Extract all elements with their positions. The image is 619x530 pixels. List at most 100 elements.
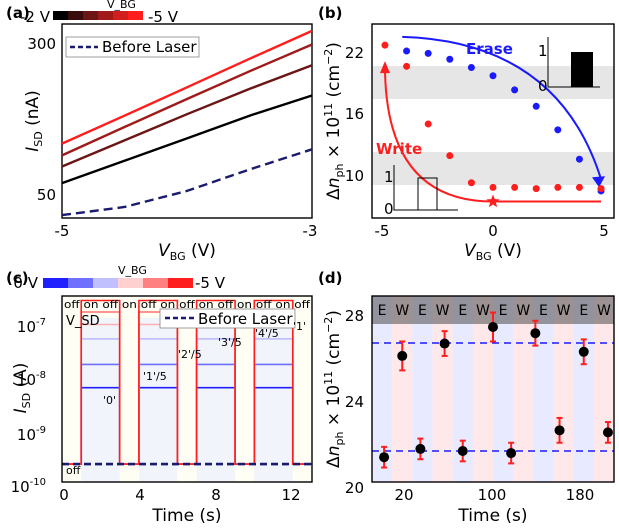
panel-b-point-write-0 xyxy=(381,41,389,49)
panel-d-header-label-8: E xyxy=(539,303,548,319)
panel-c-legend-text: Before Laser xyxy=(198,310,293,328)
panel-b-point-write-4 xyxy=(467,179,475,187)
panel-c-xlabel: Time (s) xyxy=(151,506,221,526)
panel-b-xtick-m5: -5 xyxy=(375,222,390,240)
panel-c-colorbar-swatch-2 xyxy=(93,278,118,288)
inset-write-pulse xyxy=(394,177,438,211)
panel-d-ytick-28: 28 xyxy=(345,307,364,325)
panel-a-legend-text: Before Laser xyxy=(102,38,197,56)
panel-d-ytick-24: 24 xyxy=(345,393,364,411)
panel-b-point-write-7 xyxy=(532,185,540,193)
panel-d-xlabel: Time (s) xyxy=(457,506,527,526)
panel-a-xtick-min: -5 xyxy=(55,222,70,240)
panel-d-point-10 xyxy=(602,427,613,438)
inset-erase-one: 1 xyxy=(538,42,548,60)
panel-a-colorbar-swatch-5 xyxy=(128,11,143,20)
panel-b-point-write-9 xyxy=(575,183,583,191)
panel-a-ytick-300: 300 xyxy=(27,35,56,53)
panel-d-xtick-180: 180 xyxy=(566,486,595,504)
panel-d-header-label-0: E xyxy=(378,303,387,319)
panel-b-write-arrowhead xyxy=(379,61,390,74)
panel-b-point-erase-1 xyxy=(424,49,432,57)
panel-d-ylabel: Δnph × 1011 (cm−2) xyxy=(322,310,346,468)
panel-d-points xyxy=(379,311,613,469)
panel-c-colorbar-swatch-0 xyxy=(43,278,68,288)
panel-b-point-erase-7 xyxy=(554,126,562,134)
panel-c-level-4-5: '4'/5 xyxy=(255,327,279,340)
panel-d-point-3 xyxy=(439,338,450,349)
inset-erase-pulse xyxy=(571,52,593,87)
panel-c-colorbar-right: -5 V xyxy=(195,274,226,292)
panel-a-legend: Before Laser xyxy=(65,36,200,58)
panel-a-ylabel: ISD (nA) xyxy=(23,90,45,152)
panel-c-lines xyxy=(62,299,312,466)
panel-d-xtick-20: 20 xyxy=(394,486,413,504)
panel-c-pulse-shading xyxy=(81,318,293,482)
panel-d-header-label-10: E xyxy=(579,303,588,319)
panel-d-label: (d) xyxy=(318,269,342,287)
panel-d-point-9 xyxy=(578,346,589,357)
panel-d-point-2 xyxy=(415,443,426,454)
panel-a-series-0 xyxy=(61,148,313,217)
panel-c-pulse-band-1 xyxy=(138,318,178,482)
panel-b-xlabel: VBG (V) xyxy=(464,241,522,263)
panel-c-colorbar-left: 0 V xyxy=(13,274,38,292)
panel-b-point-erase-4 xyxy=(489,72,497,80)
panel-b-erase-curve xyxy=(402,35,602,180)
panel-c-level-3-5: '3'/5 xyxy=(218,336,242,349)
panel-d-point-8 xyxy=(554,425,565,436)
panel-b-arrows xyxy=(379,35,606,208)
panel-a-colorbar-label: V_BG xyxy=(107,0,136,11)
panel-c-colorbar-swatch-5 xyxy=(168,278,193,288)
panel-d-header-label-6: E xyxy=(499,303,508,319)
panel-b-points xyxy=(381,41,605,195)
panel-b-point-write-8 xyxy=(554,183,562,191)
panel-d-header-label-4: E xyxy=(458,303,467,319)
panel-d-point-0 xyxy=(379,452,390,463)
panel-b-point-erase-3 xyxy=(467,64,475,72)
panel-d-point-6 xyxy=(506,448,517,459)
panel-b-xtick-5: 5 xyxy=(599,222,609,240)
panel-b-ylabel: Δnph × 1011 (cm−2) xyxy=(322,42,346,200)
panel-b-ytick-22: 22 xyxy=(345,44,364,62)
panel-c-xtick-4: 4 xyxy=(135,486,145,504)
panel-d-frame xyxy=(371,295,615,483)
panel-c-colorbar-swatch-3 xyxy=(118,278,143,288)
panel-c-ytick-1e-9: 10-9 xyxy=(17,425,46,444)
panel-a-lines xyxy=(61,29,313,217)
panel-c-label: (c) xyxy=(6,269,29,287)
panel-a-xtick-max: -3 xyxy=(303,222,318,240)
panel-d-header-label-3: W xyxy=(436,303,450,319)
panel-b-point-write-2 xyxy=(424,120,432,128)
panel-a-colorbar-left: -2 V xyxy=(20,8,51,26)
panel-b-point-erase-0 xyxy=(403,47,411,55)
panel-a-colorbar-swatch-0 xyxy=(53,11,68,20)
panel-a-series-2 xyxy=(61,64,313,168)
panel-a-colorbar-swatch-2 xyxy=(83,11,98,20)
panel-b-write-label: Write xyxy=(376,140,422,158)
panel-c-vsd-label: V_SD xyxy=(66,314,100,329)
panel-b-point-write-6 xyxy=(511,183,519,191)
panel-b-point-erase-5 xyxy=(511,86,519,94)
panel-d-band-8 xyxy=(533,296,554,482)
panel-d-point-7 xyxy=(530,328,541,339)
panel-c-ylabel: ISD (A) xyxy=(11,363,33,414)
panel-c-colorbar xyxy=(43,278,193,288)
panel-d-point-1 xyxy=(397,350,408,361)
panel-b-label: (b) xyxy=(318,4,342,22)
panel-d-header-label-7: W xyxy=(516,303,530,319)
panel-c-legend-box xyxy=(159,308,296,329)
panel-d-header-label-2: E xyxy=(418,303,427,319)
panel-c-pulse-band-0 xyxy=(81,318,120,482)
panel-c-pulse-band-2 xyxy=(196,318,236,482)
panel-c-colorbar-swatch-1 xyxy=(68,278,93,288)
panel-c-ytick-1e-8: 10-8 xyxy=(17,370,46,389)
panel-a-series-4 xyxy=(61,29,313,145)
panel-c-pulse-band-3 xyxy=(254,318,293,482)
panel-a-ytick-50: 50 xyxy=(37,186,56,204)
panel-a-series-3 xyxy=(61,43,313,157)
panel-c-level-0: '0' xyxy=(103,394,116,407)
panel-d-point-5 xyxy=(488,322,498,332)
panel-a-colorbar-swatch-1 xyxy=(68,11,83,20)
